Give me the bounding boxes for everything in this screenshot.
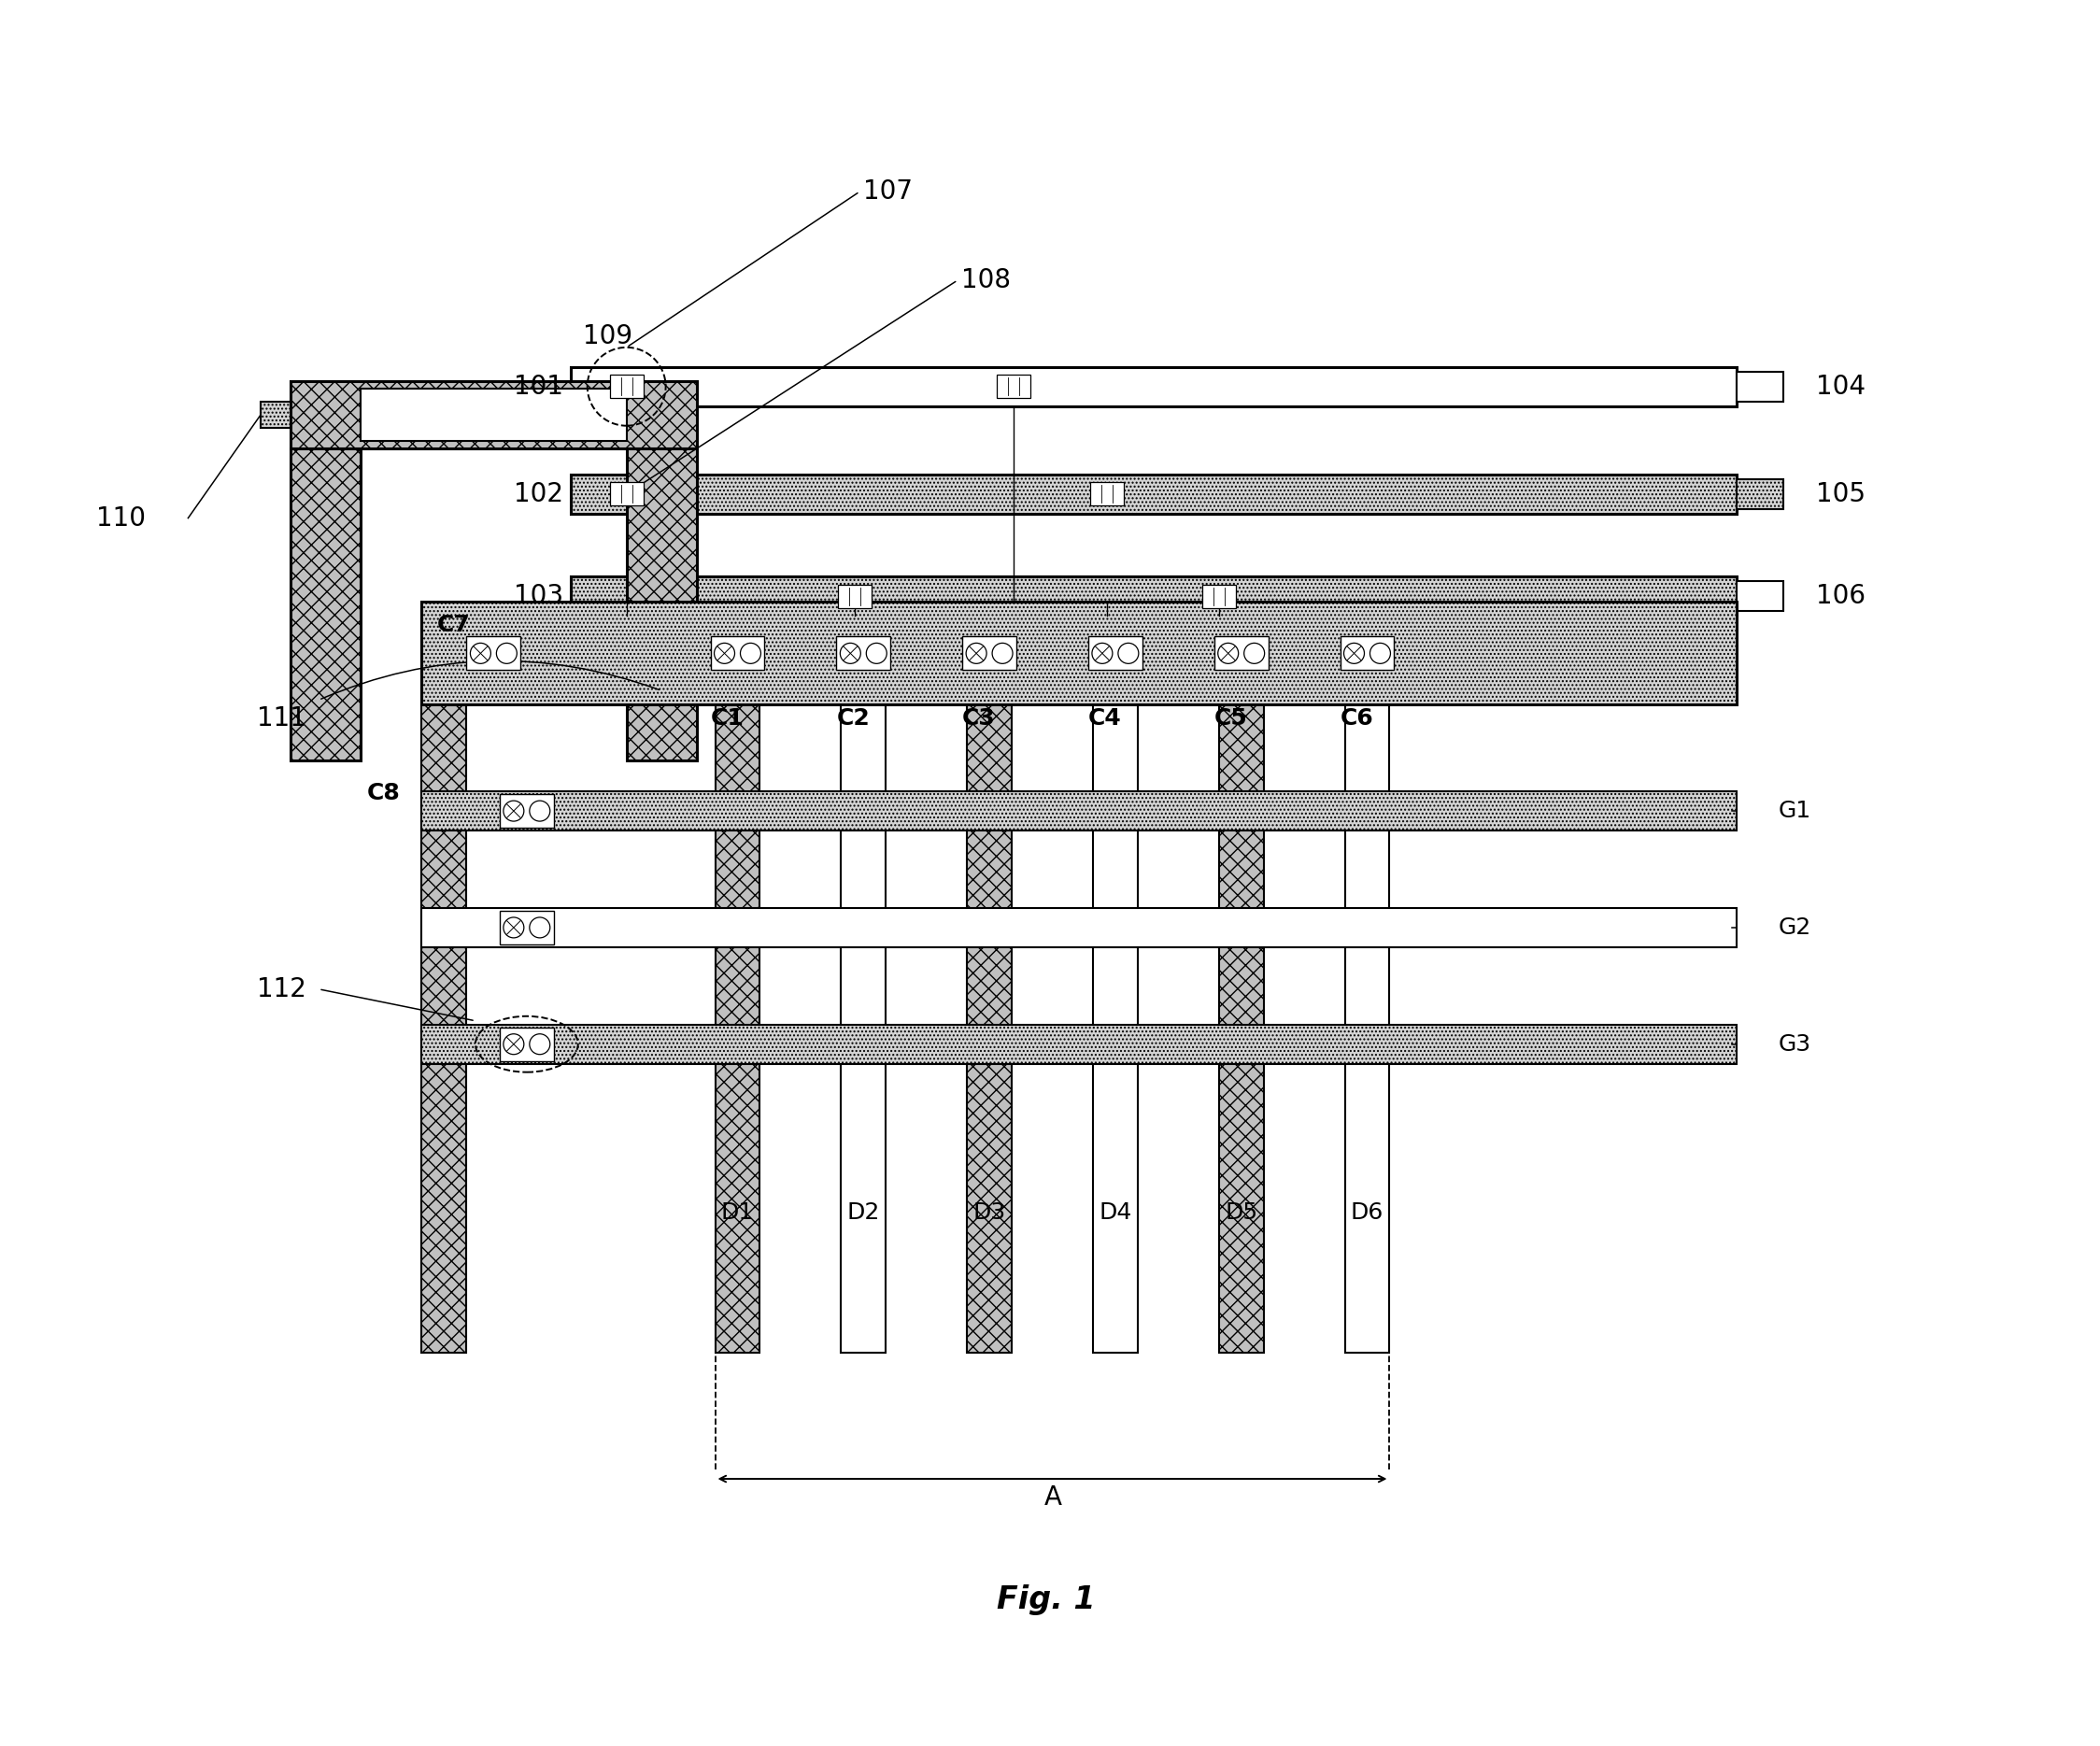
Text: 104: 104 xyxy=(1816,374,1865,400)
Bar xyxy=(571,367,1737,407)
Bar xyxy=(1340,637,1394,670)
Bar xyxy=(422,602,1737,705)
Bar xyxy=(290,381,697,449)
Bar xyxy=(1090,482,1124,506)
Bar xyxy=(1737,372,1783,402)
Bar xyxy=(571,576,1737,616)
Circle shape xyxy=(1092,643,1113,663)
Text: C8: C8 xyxy=(368,782,401,805)
Bar xyxy=(500,794,554,828)
Circle shape xyxy=(1218,643,1239,663)
Circle shape xyxy=(991,643,1012,663)
Bar xyxy=(1088,637,1142,670)
Bar xyxy=(466,637,521,670)
Circle shape xyxy=(966,643,987,663)
Bar xyxy=(1201,585,1235,608)
Circle shape xyxy=(529,917,550,938)
Circle shape xyxy=(1369,643,1390,663)
Text: 111: 111 xyxy=(256,705,307,732)
Text: 108: 108 xyxy=(962,267,1010,293)
Text: 106: 106 xyxy=(1816,583,1865,609)
Bar xyxy=(571,475,1737,513)
Text: 102: 102 xyxy=(514,480,563,506)
Bar xyxy=(838,585,871,608)
Circle shape xyxy=(865,643,886,663)
Text: C6: C6 xyxy=(1340,707,1373,730)
Text: 107: 107 xyxy=(863,178,914,204)
Bar xyxy=(836,637,890,670)
Bar xyxy=(422,705,466,1353)
Circle shape xyxy=(470,643,491,663)
Text: C2: C2 xyxy=(836,707,869,730)
Text: 103: 103 xyxy=(514,583,563,609)
Text: C3: C3 xyxy=(962,707,995,730)
Text: C5: C5 xyxy=(1214,707,1247,730)
Bar xyxy=(716,705,760,1353)
Text: D4: D4 xyxy=(1098,1201,1132,1224)
Text: D2: D2 xyxy=(846,1201,880,1224)
Bar xyxy=(422,908,1737,946)
Text: D3: D3 xyxy=(972,1201,1006,1224)
Bar xyxy=(422,791,1737,831)
Text: G3: G3 xyxy=(1779,1034,1812,1055)
Text: D6: D6 xyxy=(1350,1201,1384,1224)
Text: G1: G1 xyxy=(1779,800,1812,822)
Bar xyxy=(500,911,554,945)
Circle shape xyxy=(529,1034,550,1055)
Bar xyxy=(361,388,626,440)
Text: 110: 110 xyxy=(97,505,147,531)
Circle shape xyxy=(496,643,517,663)
Bar xyxy=(609,375,643,398)
Text: C1: C1 xyxy=(710,707,743,730)
Circle shape xyxy=(529,801,550,821)
Circle shape xyxy=(504,801,523,821)
Bar xyxy=(1737,478,1783,508)
Text: 101: 101 xyxy=(514,374,563,400)
Bar xyxy=(966,705,1012,1353)
Text: D1: D1 xyxy=(720,1201,754,1224)
Bar xyxy=(842,705,886,1353)
Text: Fig. 1: Fig. 1 xyxy=(998,1585,1096,1615)
Bar xyxy=(1092,705,1138,1353)
Circle shape xyxy=(714,643,735,663)
Bar xyxy=(260,402,290,428)
Bar xyxy=(710,637,764,670)
Text: D5: D5 xyxy=(1224,1201,1258,1224)
Text: A: A xyxy=(1044,1484,1063,1510)
Text: C4: C4 xyxy=(1088,707,1121,730)
Bar xyxy=(1344,705,1390,1353)
Text: G2: G2 xyxy=(1779,917,1812,939)
Bar xyxy=(1218,705,1264,1353)
Circle shape xyxy=(1117,643,1138,663)
Circle shape xyxy=(1243,643,1264,663)
Bar xyxy=(500,1027,554,1062)
Circle shape xyxy=(1344,643,1365,663)
Bar xyxy=(422,1025,1737,1063)
Bar xyxy=(1214,637,1268,670)
Bar xyxy=(609,482,643,506)
Bar xyxy=(290,449,361,761)
Bar xyxy=(998,375,1031,398)
Bar xyxy=(626,449,697,761)
Circle shape xyxy=(741,643,760,663)
Text: 105: 105 xyxy=(1816,480,1865,506)
Text: 109: 109 xyxy=(584,323,632,349)
Bar xyxy=(1737,581,1783,611)
Circle shape xyxy=(840,643,861,663)
Text: 112: 112 xyxy=(256,976,307,1002)
Text: C7: C7 xyxy=(437,615,470,637)
Circle shape xyxy=(504,917,523,938)
Bar xyxy=(962,637,1016,670)
Circle shape xyxy=(504,1034,523,1055)
